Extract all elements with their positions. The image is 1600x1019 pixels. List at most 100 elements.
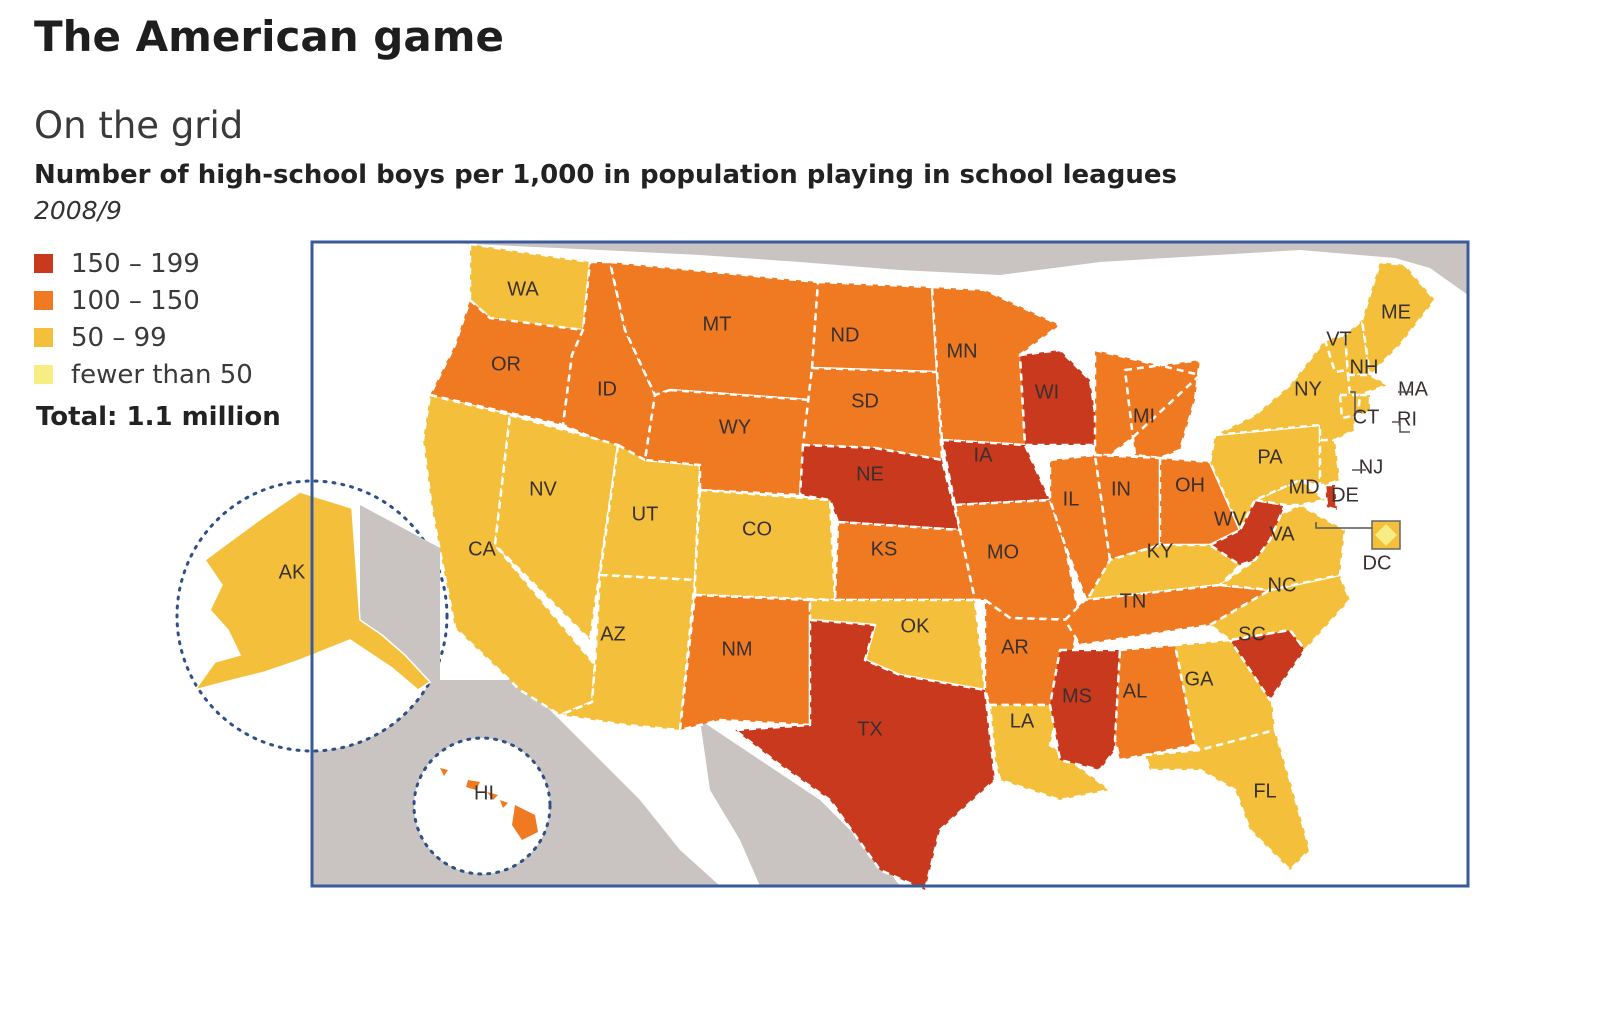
state-label-ms: MS: [1062, 685, 1092, 707]
legend-swatch: [34, 291, 53, 310]
dc-callout: [1315, 391, 1412, 550]
state-label-nc: NC: [1268, 574, 1297, 596]
legend-item: fewer than 50: [34, 356, 253, 393]
state-label-sd: SD: [851, 390, 879, 412]
state-label-wi: WI: [1035, 381, 1059, 403]
state-label-pa: PA: [1257, 446, 1283, 468]
legend-item: 150 – 199: [34, 245, 253, 282]
map-subtitle: Number of high-school boys per 1,000 in …: [34, 160, 1177, 190]
state-label-nv: NV: [529, 478, 557, 500]
state-tn[interactable]: [1063, 583, 1272, 647]
map-frame: [310, 240, 1470, 888]
legend-swatch: [34, 365, 53, 384]
state-fl[interactable]: [1143, 728, 1312, 872]
state-az[interactable]: [558, 573, 697, 732]
state-label-ut: UT: [632, 503, 659, 525]
state-nm[interactable]: [678, 593, 812, 732]
state-ms[interactable]: [1048, 648, 1122, 772]
state-label-nj: NJ: [1359, 456, 1383, 478]
state-label-sc: SC: [1238, 623, 1266, 645]
state-oh[interactable]: [1158, 456, 1242, 547]
state-wi[interactable]: [1018, 348, 1102, 447]
state-label-nm: NM: [721, 638, 752, 660]
legend-item: 100 – 150: [34, 282, 253, 319]
inset-frame: [412, 736, 552, 876]
legend: 150 – 199 100 – 150 50 – 99 fewer than 5…: [34, 245, 253, 393]
state-label-me: ME: [1381, 301, 1411, 323]
state-label-ga: GA: [1185, 668, 1215, 690]
section-title: On the grid: [34, 104, 244, 147]
state-va[interactable]: [1218, 503, 1347, 592]
state-label-la: LA: [1010, 710, 1035, 732]
ma-ri-leader: [1350, 391, 1362, 413]
state-label-ct: CT: [1353, 406, 1380, 428]
state-sd[interactable]: [801, 366, 944, 462]
state-label-ok: OK: [901, 615, 931, 637]
canada-land: [360, 505, 440, 690]
state-label-co: CO: [742, 518, 772, 540]
legend-swatch: [34, 328, 53, 347]
legend-label: fewer than 50: [71, 359, 253, 390]
state-label-mt: MT: [703, 313, 732, 335]
map-period: 2008/9: [34, 196, 122, 225]
state-label-vt: VT: [1326, 328, 1352, 350]
state-de[interactable]: [1323, 483, 1339, 512]
state-labels: WA OR CA ID NV UT AZ MT WY CO NM ND SD NE KS OK TX MN IA MO…: [468, 278, 1429, 802]
state-label-wv: WV: [1214, 508, 1247, 530]
state-in[interactable]: [1093, 453, 1162, 562]
legend-label: 100 – 150: [71, 285, 200, 316]
state-label-ny: NY: [1294, 378, 1322, 400]
state-label-ne: NE: [856, 463, 884, 485]
total-label: Total: 1.1 million: [36, 402, 281, 432]
hawaii-inset: [412, 736, 552, 876]
state-label-va: VA: [1269, 523, 1295, 545]
state-nc[interactable]: [1208, 573, 1352, 652]
state-label-ia: IA: [974, 444, 994, 466]
state-label-az: AZ: [600, 623, 626, 645]
states-layer: [421, 242, 1437, 892]
state-co[interactable]: [693, 488, 837, 602]
state-ma[interactable]: [1346, 373, 1390, 397]
state-ks[interactable]: [833, 520, 977, 602]
state-ut[interactable]: [598, 443, 702, 582]
state-nd[interactable]: [810, 280, 939, 374]
state-vt[interactable]: [1323, 333, 1350, 374]
state-ne[interactable]: [798, 443, 962, 532]
state-label-al: AL: [1123, 680, 1147, 702]
state-ca[interactable]: [421, 393, 597, 717]
state-label-id: ID: [597, 378, 617, 400]
state-pa[interactable]: [1208, 423, 1322, 532]
page-title: The American game: [34, 12, 504, 61]
state-ny[interactable]: [1213, 338, 1357, 442]
state-label-mn: MN: [946, 340, 977, 362]
state-label-ri: RI: [1397, 408, 1417, 430]
state-label-mi: MI: [1133, 405, 1155, 427]
state-id[interactable]: [561, 260, 657, 462]
state-label-de: DE: [1331, 484, 1359, 506]
state-nv[interactable]: [493, 413, 620, 642]
state-label-dc: DC: [1363, 552, 1392, 574]
state-label-wy: WY: [719, 416, 751, 438]
legend-item: 50 – 99: [34, 319, 253, 356]
state-label-wa: WA: [507, 278, 539, 300]
state-label-or: OR: [491, 353, 521, 375]
dc-leader: [1315, 522, 1372, 529]
state-label-nd: ND: [831, 324, 860, 346]
state-label-il: IL: [1063, 488, 1080, 510]
state-label-oh: OH: [1175, 474, 1205, 496]
state-label-ar: AR: [1001, 636, 1029, 658]
state-ri[interactable]: [1356, 393, 1372, 417]
state-mi[interactable]: [1093, 348, 1202, 460]
state-label-ca: CA: [468, 538, 496, 560]
state-label-tx: TX: [857, 718, 883, 740]
state-label-in: IN: [1111, 478, 1131, 500]
state-label-tn: TN: [1120, 590, 1147, 612]
state-label-ky: KY: [1147, 540, 1174, 562]
state-tx[interactable]: [733, 618, 997, 892]
state-label-nh: NH: [1350, 356, 1379, 378]
state-label-fl: FL: [1253, 780, 1276, 802]
state-hi: [440, 768, 538, 840]
dc-shape: [1375, 524, 1397, 546]
state-ia[interactable]: [940, 438, 1052, 507]
